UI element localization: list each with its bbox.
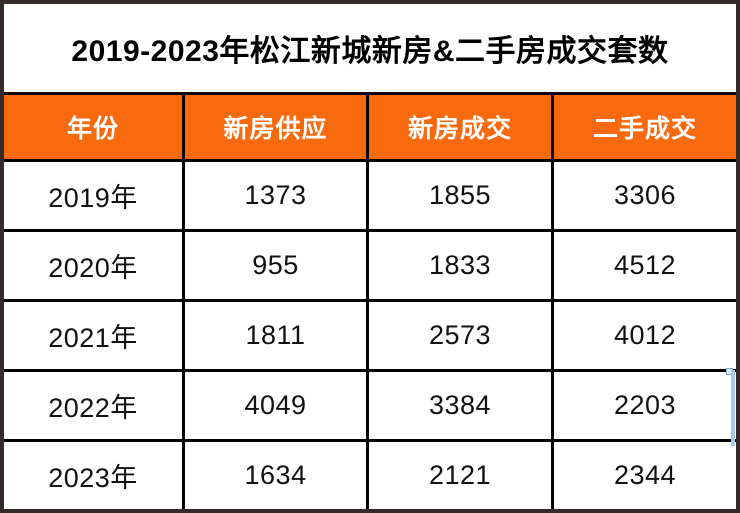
- value-cell: 1833: [369, 232, 551, 299]
- title-bar: 2019-2023年松江新城新房&二手房成交套数: [4, 4, 736, 92]
- value-cell: 3306: [554, 162, 736, 229]
- value-cell: 3384: [369, 372, 551, 439]
- table-grid: 年份 新房供应 新房成交 二手成交 2019年 1373 1855 3306 2020年…: [4, 92, 736, 509]
- year-cell: 2022年: [4, 372, 182, 439]
- year-cell: 2021年: [4, 302, 182, 369]
- column-header-secondhand-sold: 二手成交: [554, 95, 736, 159]
- year-cell: 2019年: [4, 162, 182, 229]
- selection-artifact: [731, 370, 735, 446]
- column-header-year: 年份: [4, 95, 182, 159]
- value-cell: 955: [185, 232, 366, 299]
- page-title: 2019-2023年松江新城新房&二手房成交套数: [71, 35, 669, 68]
- column-header-new-supply: 新房供应: [185, 95, 366, 159]
- value-cell: 4049: [185, 372, 366, 439]
- year-cell: 2023年: [4, 442, 182, 509]
- value-cell: 1634: [185, 442, 366, 509]
- value-cell: 1373: [185, 162, 366, 229]
- value-cell: 2203: [554, 372, 736, 439]
- value-cell: 2121: [369, 442, 551, 509]
- value-cell: 4012: [554, 302, 736, 369]
- column-header-new-sold: 新房成交: [369, 95, 551, 159]
- value-cell: 1855: [369, 162, 551, 229]
- value-cell: 2573: [369, 302, 551, 369]
- value-cell: 2344: [554, 442, 736, 509]
- year-cell: 2020年: [4, 232, 182, 299]
- value-cell: 1811: [185, 302, 366, 369]
- value-cell: 4512: [554, 232, 736, 299]
